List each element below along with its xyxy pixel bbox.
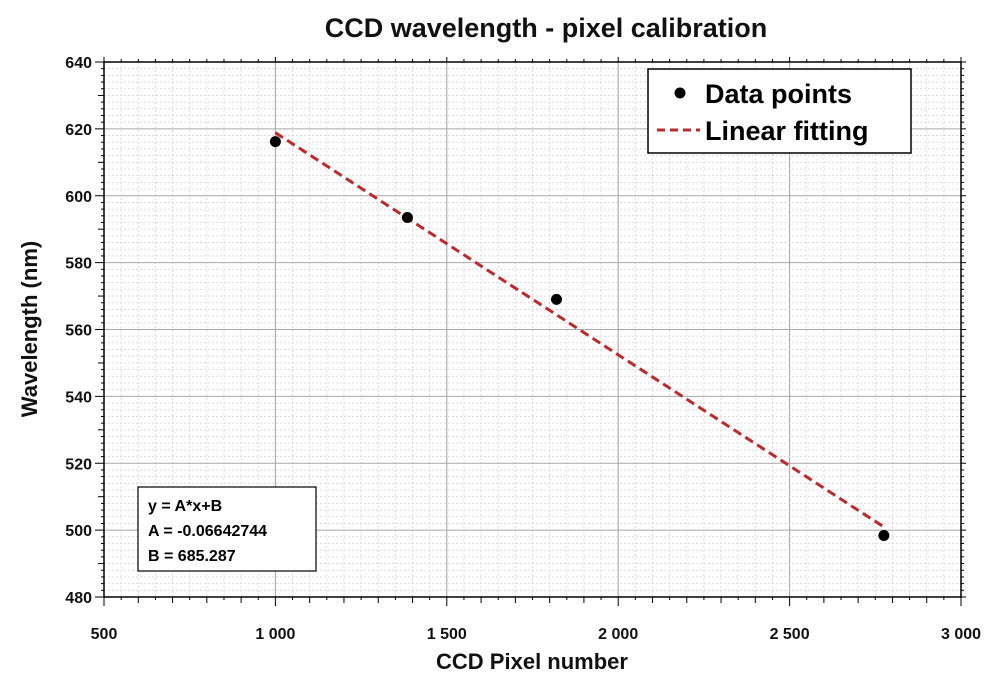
equation-line-formula: y = A*x+B xyxy=(148,498,222,515)
equation-line-slope: A = -0.06642744 xyxy=(148,523,267,540)
y-axis-label: Wavelength (nm) xyxy=(17,241,42,417)
x-tick-label: 1 000 xyxy=(255,626,295,643)
linear-fit-line xyxy=(274,131,885,529)
tick-labels: 500 1 000 1 500 2 000 2 500 3 000 480 500 520 540… xyxy=(65,55,981,643)
data-point xyxy=(401,211,413,223)
x-axis-label: CCD Pixel number xyxy=(436,649,628,674)
equation-box-frame xyxy=(137,486,317,572)
data-point xyxy=(878,529,890,541)
x-tick-label: 2 000 xyxy=(598,626,638,643)
axis-ticks xyxy=(95,57,966,606)
y-tick-label: 480 xyxy=(65,590,92,607)
fit-line-layer xyxy=(274,131,885,529)
data-points-layer xyxy=(269,136,890,541)
data-point xyxy=(269,136,281,148)
y-tick-label: 540 xyxy=(65,389,92,406)
grid xyxy=(104,62,961,597)
y-tick-label: 520 xyxy=(65,456,92,473)
y-tick-label: 500 xyxy=(65,523,92,540)
y-tick-label: 580 xyxy=(65,256,92,273)
y-tick-label: 620 xyxy=(65,122,92,139)
x-tick-label: 500 xyxy=(91,626,118,643)
legend: Data points Linear fitting xyxy=(647,68,912,154)
fit-equation-box: y = A*x+B A = -0.06642744 B = 685.287 xyxy=(137,486,317,572)
x-tick-label: 2 500 xyxy=(770,626,810,643)
y-tick-label: 640 xyxy=(65,55,92,72)
x-tick-label: 3 000 xyxy=(941,626,981,643)
y-tick-label: 560 xyxy=(65,323,92,340)
legend-label-linear-fitting: Linear fitting xyxy=(705,116,869,146)
chart-title: CCD wavelength - pixel calibration xyxy=(325,13,768,43)
data-point xyxy=(550,293,562,305)
y-tick-label: 600 xyxy=(65,189,92,206)
legend-box xyxy=(647,68,912,154)
legend-marker-data-points xyxy=(674,87,686,99)
legend-label-data-points: Data points xyxy=(705,79,852,109)
x-tick-label: 1 500 xyxy=(427,626,467,643)
equation-line-intercept: B = 685.287 xyxy=(148,548,236,565)
